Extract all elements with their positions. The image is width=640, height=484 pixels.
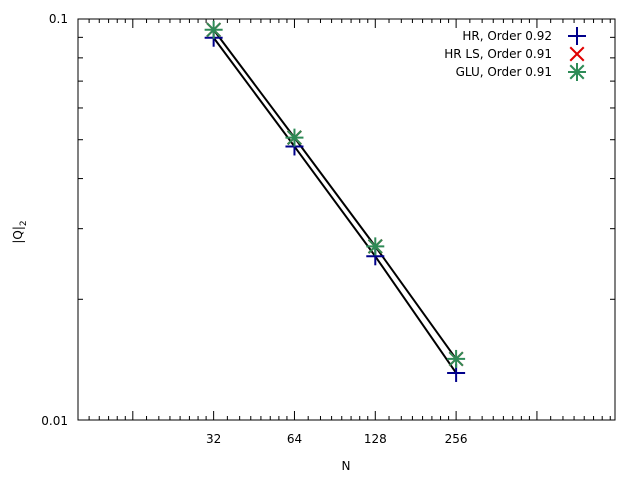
y-tick-label-top: 0.1 [49,12,68,26]
x-tick-label: 256 [445,432,468,446]
y-tick-label-bottom: 0.01 [41,414,68,428]
fit-line [212,29,457,360]
star-marker [367,238,383,254]
x-axis-label: N [342,459,351,473]
legend: HR, Order 0.92 HR LS, Order 0.91 GLU, Orde… [444,27,586,81]
legend-label: GLU, Order 0.91 [456,65,552,79]
axis-ticks [77,19,615,420]
star-marker [206,22,222,38]
fit-line [212,37,457,374]
star-marker [448,351,464,367]
legend-label: HR LS, Order 0.91 [444,47,552,61]
legend-label: HR, Order 0.92 [462,29,552,43]
cross-marker [569,46,585,62]
star-marker [569,64,585,80]
y-axis-label: |Q|2 [11,220,29,243]
x-tick-label: 32 [206,432,221,446]
series-markers [204,20,466,382]
plot-frame [77,18,616,421]
series-lines [212,29,457,374]
x-tick-labels: 32 64 128 256 [206,432,468,446]
x-tick-label: 128 [364,432,387,446]
star-marker [287,130,302,146]
y-axis-label-group: |Q|2 [11,220,29,243]
x-tick-label: 64 [287,432,302,446]
